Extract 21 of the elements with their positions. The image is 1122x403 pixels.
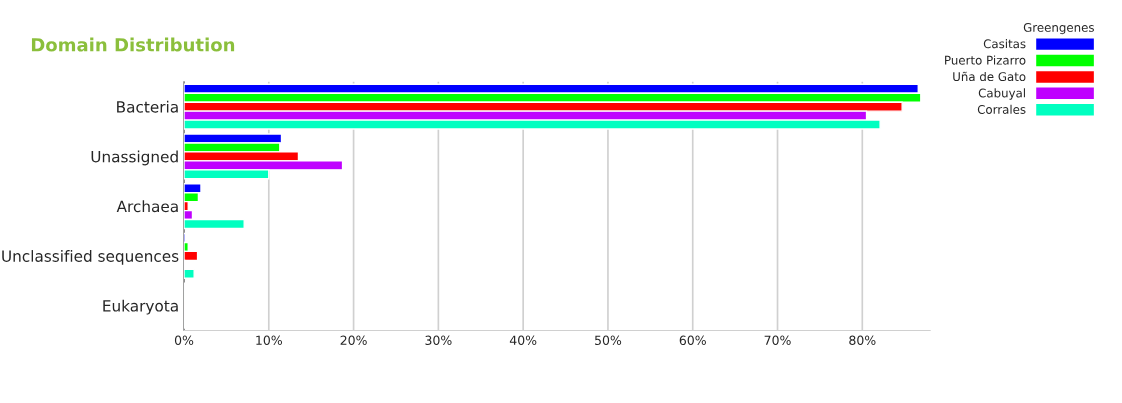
y-tick-label: Eukaryota [103,299,178,315]
x-tick-label: 80% [849,335,876,345]
x-tick-label: 70% [764,335,791,345]
legend-label: Casitas [983,39,1026,49]
legend-label: Corrales [977,104,1026,114]
legend-title: Greengenes [1023,22,1094,35]
x-tick-label: 60% [679,335,706,345]
x-tick-label: 30% [425,335,452,345]
legend-label: Cabuyal [978,88,1025,100]
x-tick-label: 0% [174,335,194,345]
x-tick-label: 20% [340,335,367,345]
x-tick-label: 50% [595,335,622,345]
y-tick-label: Bacteria [117,100,178,113]
legend-label: Puerto Pizarro [945,55,1026,65]
x-tick-label: 40% [509,335,537,345]
chart-title: Domain Distribution [31,37,235,52]
y-tick-label: Archaea [116,200,178,213]
y-tick-label: Unassigned [91,150,178,166]
legend-label: Uña de Gato [953,71,1026,82]
x-tick-label: 10% [256,335,282,345]
y-tick-label: Unclassified sequences [2,250,179,265]
